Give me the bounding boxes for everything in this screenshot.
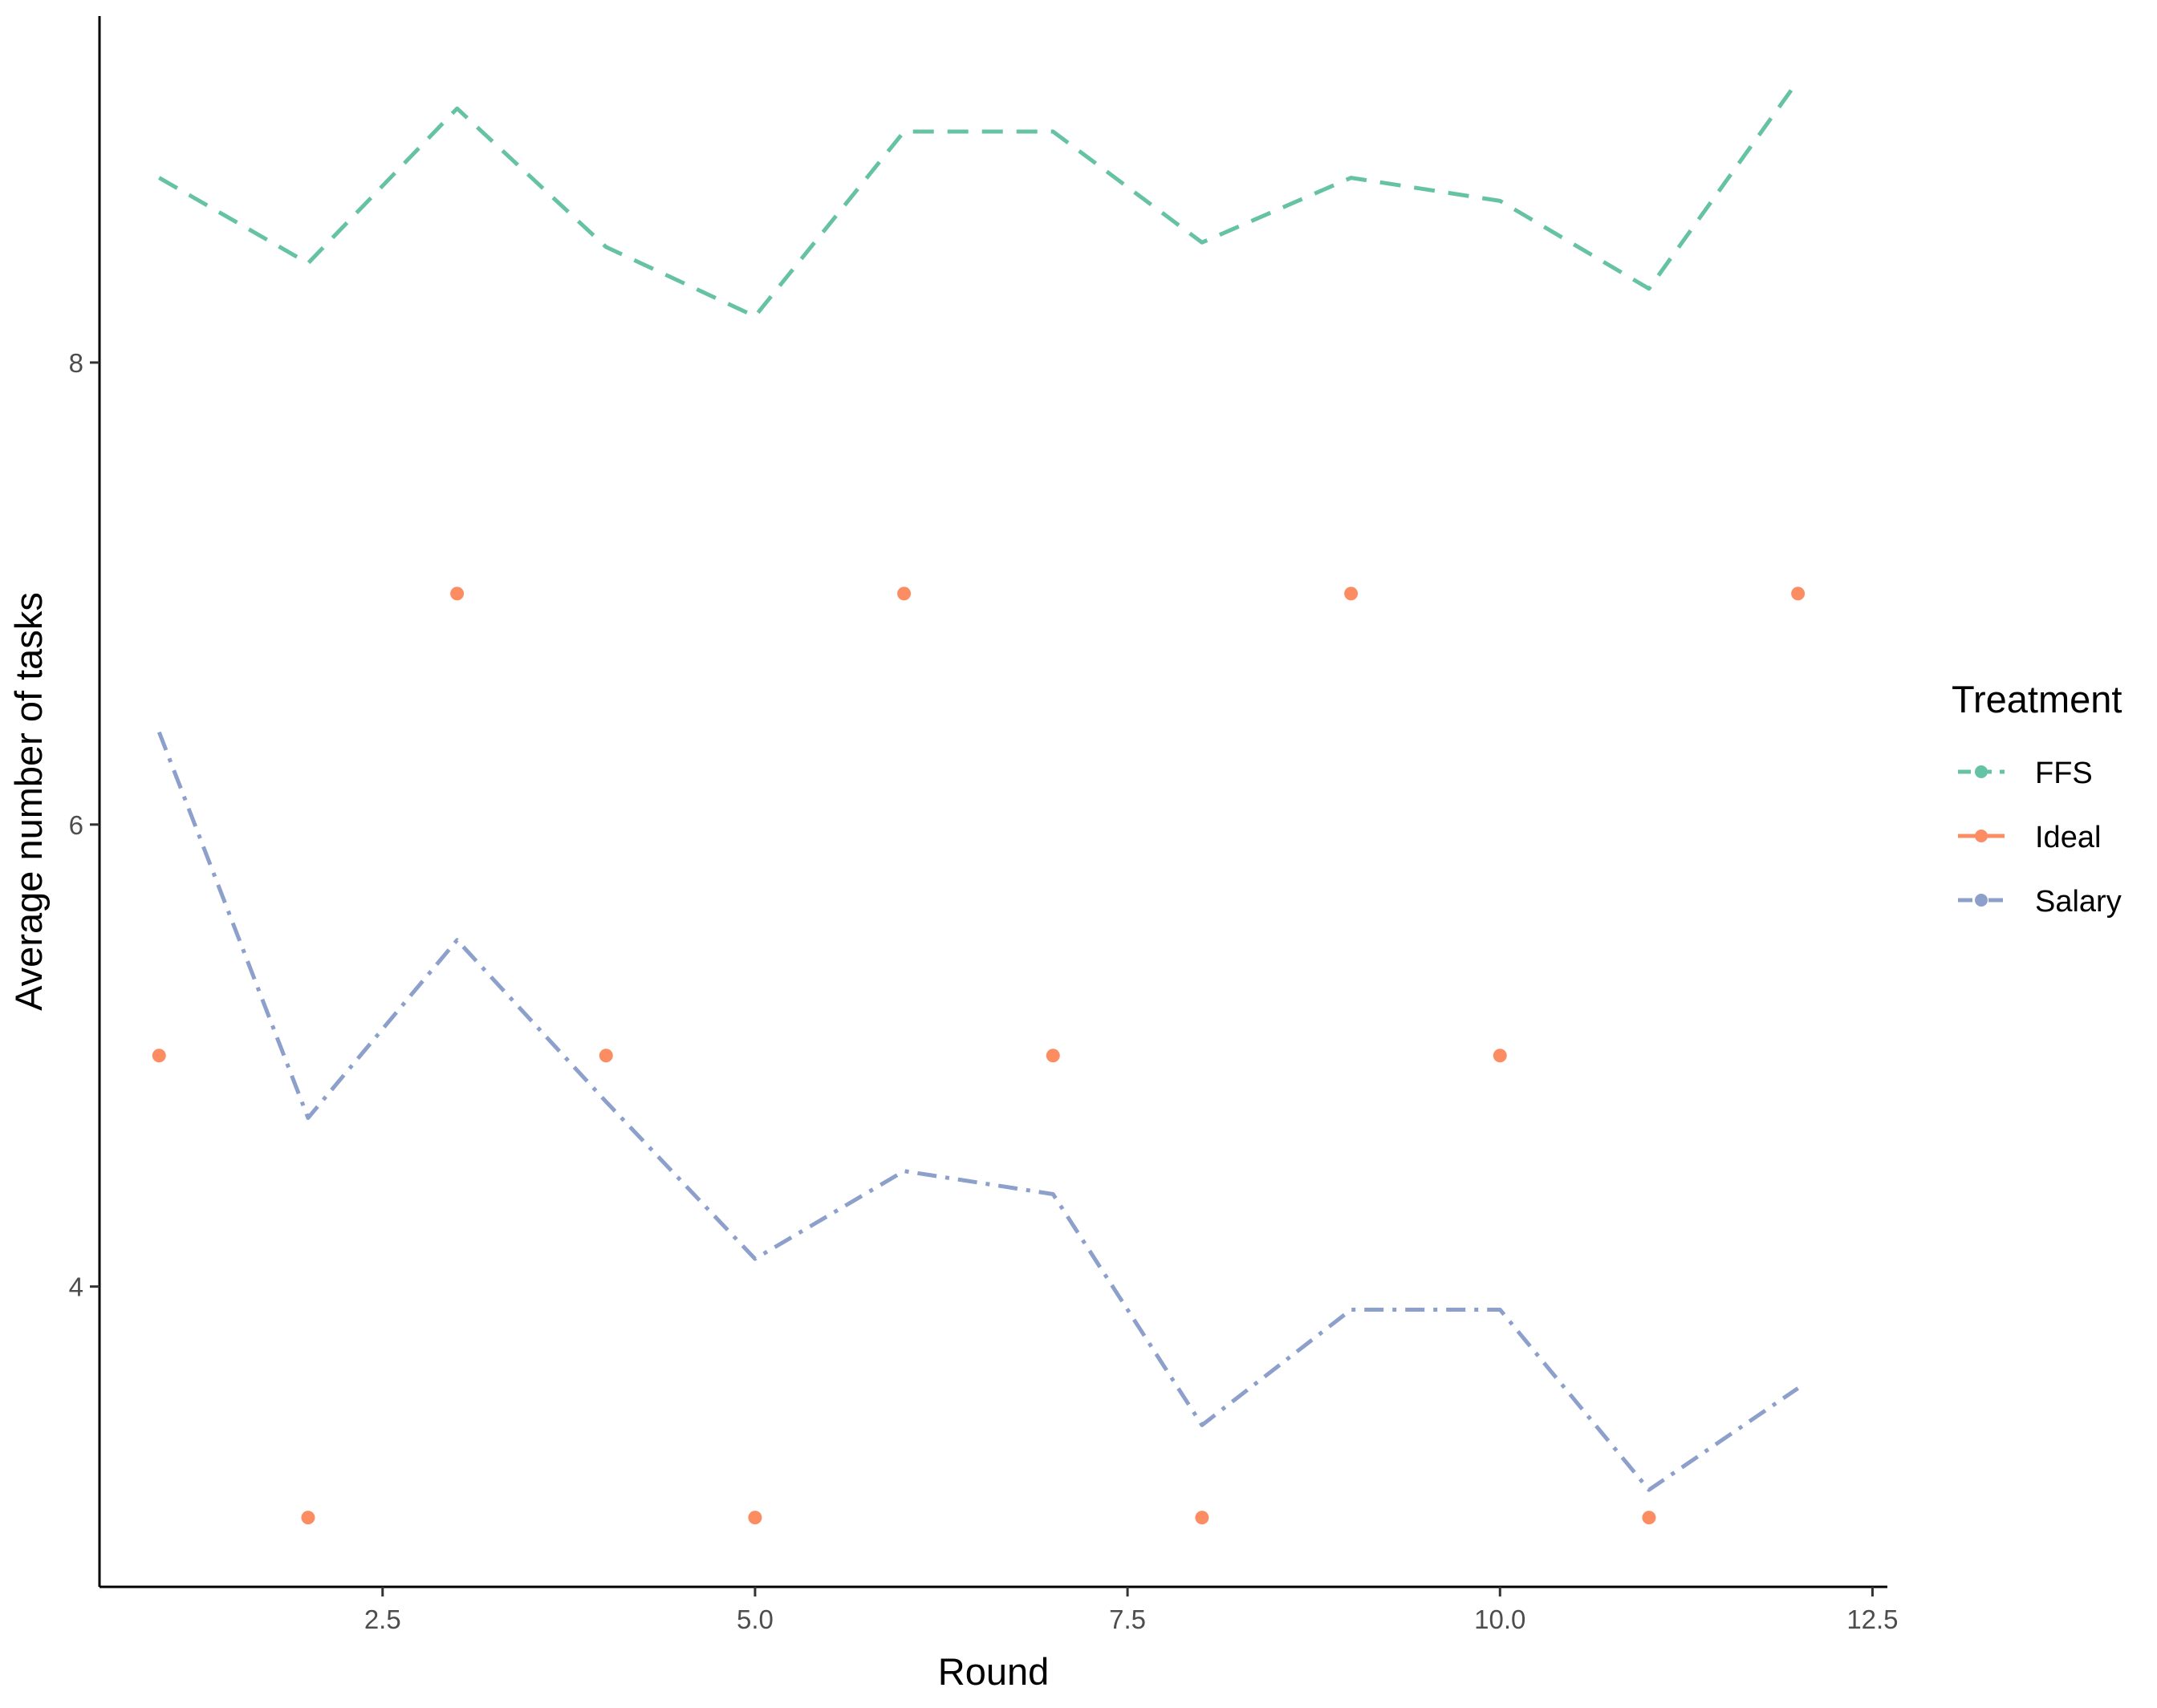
legend-key-point bbox=[1975, 765, 1988, 778]
y-axis-ticks: 4 6 8 bbox=[69, 348, 100, 1302]
data-point-ideal bbox=[1195, 1511, 1209, 1525]
y-tick-label: 4 bbox=[69, 1272, 83, 1302]
legend-label: Ideal bbox=[2035, 821, 2101, 854]
series-line-salary bbox=[156, 731, 1800, 1492]
legend-label: FFS bbox=[2035, 757, 2093, 790]
x-tick-label: 2.5 bbox=[364, 1605, 401, 1634]
x-axis-ticks: 2.5 5.0 7.5 10.0 12.5 bbox=[364, 1587, 1899, 1634]
data-point-ideal bbox=[897, 586, 912, 601]
data-point-ideal bbox=[599, 1049, 613, 1063]
y-axis-title: Average number of tasks bbox=[7, 592, 50, 1011]
x-tick-label: 7.5 bbox=[1109, 1605, 1146, 1634]
series-ffs bbox=[158, 79, 1800, 318]
plot-area bbox=[152, 79, 1806, 1525]
legend-item-salary: Salary bbox=[1958, 885, 2122, 919]
data-point-ideal bbox=[1046, 1049, 1060, 1063]
y-tick-label: 6 bbox=[69, 810, 83, 840]
data-point-ideal bbox=[1642, 1511, 1656, 1525]
data-point-ideal bbox=[1791, 586, 1806, 601]
data-point-ideal bbox=[450, 586, 465, 601]
y-tick-label: 8 bbox=[69, 348, 83, 378]
x-tick-label: 12.5 bbox=[1846, 1605, 1898, 1634]
data-point-ideal bbox=[301, 1511, 315, 1525]
legend-item-ideal: Ideal bbox=[1958, 821, 2101, 854]
x-axis-title: Round bbox=[938, 1650, 1050, 1693]
legend-item-ffs: FFS bbox=[1958, 757, 2093, 790]
legend-key-point bbox=[1975, 894, 1988, 907]
series-line-ffs bbox=[158, 79, 1800, 318]
legend-label: Salary bbox=[2035, 885, 2122, 919]
x-tick-label: 10.0 bbox=[1474, 1605, 1525, 1634]
legend-key-point bbox=[1975, 830, 1988, 842]
legend: Treatment FFS Ideal Salary bbox=[1952, 678, 2122, 919]
legend-title: Treatment bbox=[1952, 678, 2122, 720]
series-ideal bbox=[152, 586, 1806, 1525]
series-salary bbox=[156, 731, 1800, 1492]
data-point-ideal bbox=[1344, 586, 1359, 601]
data-point-ideal bbox=[1493, 1049, 1507, 1063]
data-point-ideal bbox=[748, 1511, 762, 1525]
x-tick-label: 5.0 bbox=[737, 1605, 774, 1634]
data-point-ideal bbox=[152, 1049, 166, 1063]
